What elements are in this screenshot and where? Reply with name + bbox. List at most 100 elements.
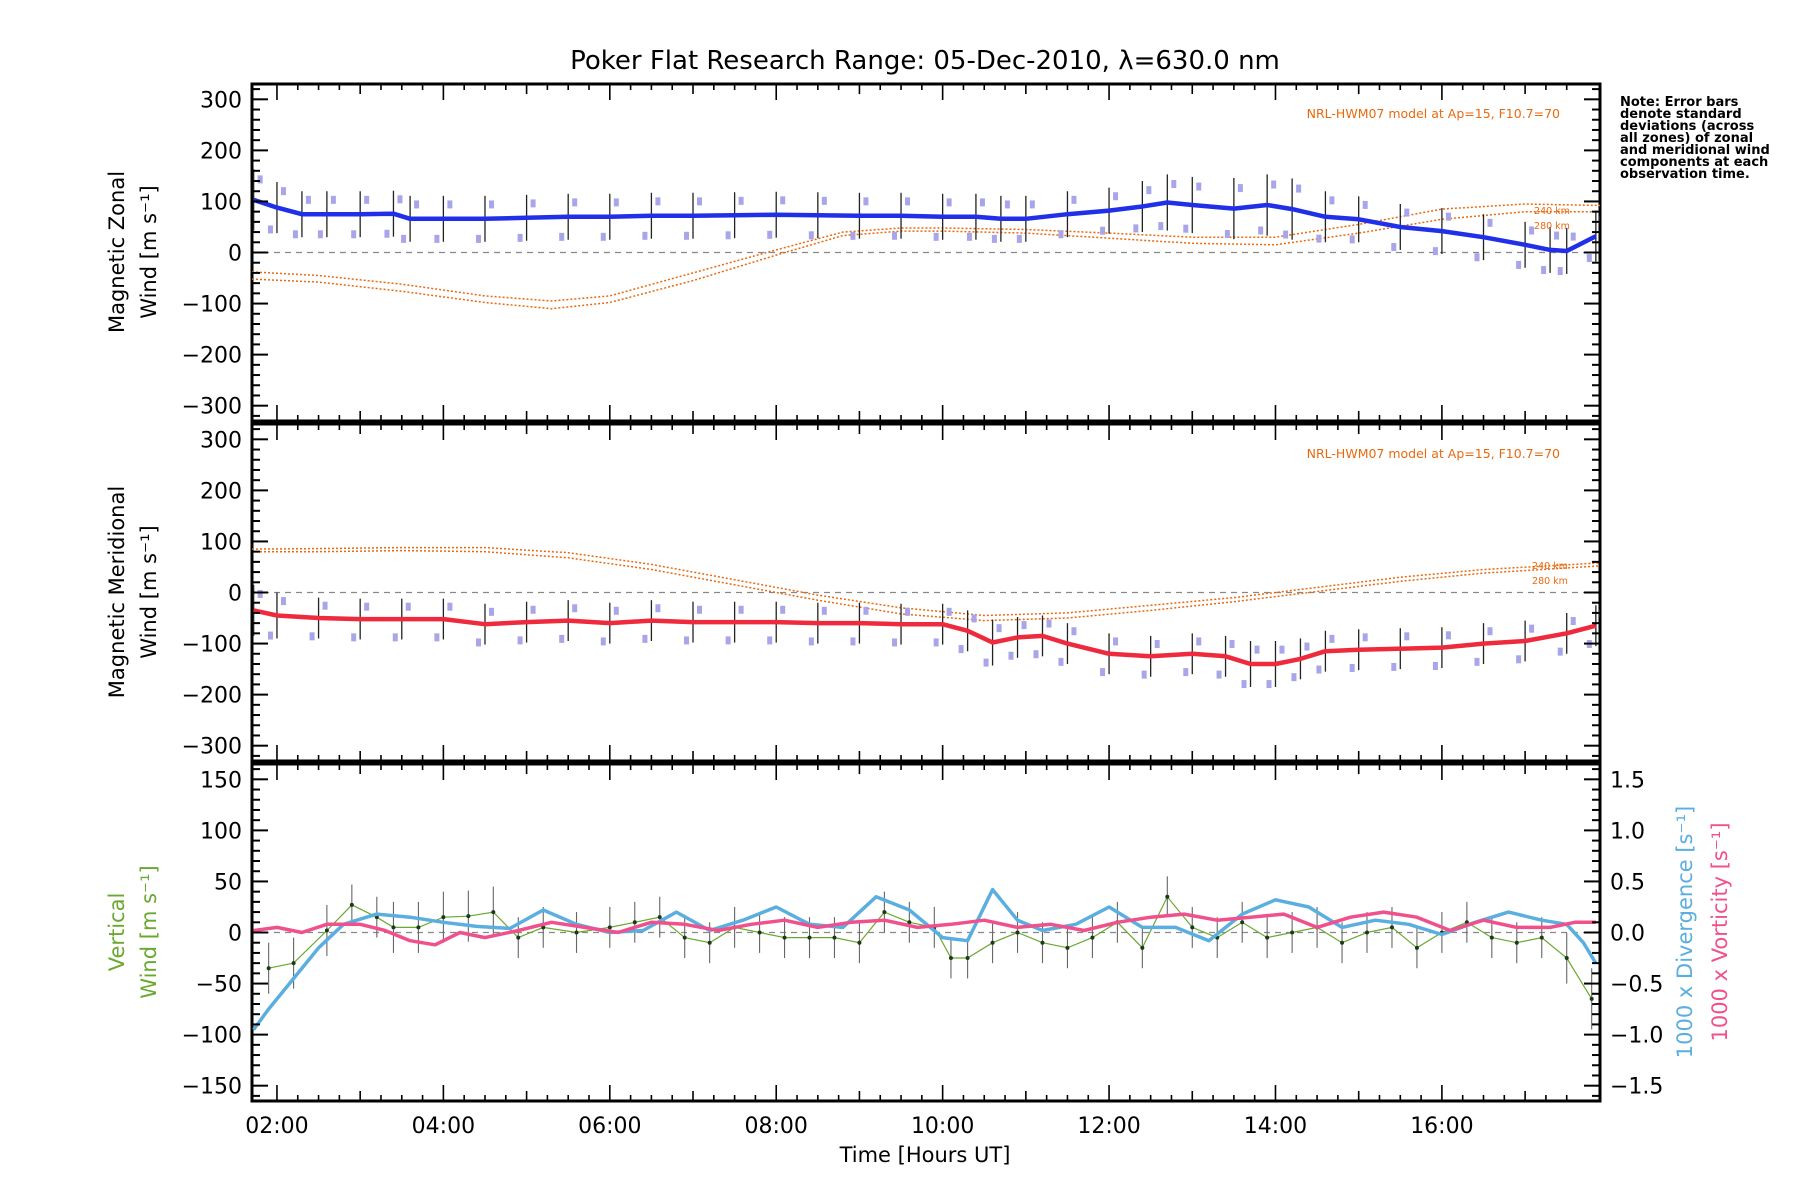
zonal-ytick-label: 0 bbox=[228, 242, 242, 267]
meridional-zone-point bbox=[738, 605, 744, 614]
vertical-wind-point bbox=[1365, 930, 1370, 935]
xtick-label: 16:00 bbox=[1410, 1114, 1473, 1139]
zonal-zone-point bbox=[447, 200, 453, 209]
zonal-zone-point bbox=[850, 231, 856, 240]
vertical-wind-point bbox=[441, 915, 446, 920]
vertical-wind-point bbox=[1290, 930, 1295, 935]
meridional-zone-point bbox=[1141, 670, 1147, 679]
meridional-zone-point bbox=[267, 631, 273, 640]
zonal-zone-point bbox=[1391, 243, 1397, 252]
zonal-zone-point bbox=[1529, 226, 1535, 235]
y2-tick-label: 1.0 bbox=[1610, 819, 1645, 844]
meridional-zone-point bbox=[530, 605, 536, 614]
meridional-zone-point bbox=[1154, 639, 1160, 648]
xtick-label: 06:00 bbox=[578, 1114, 641, 1139]
zonal-zone-point bbox=[1158, 222, 1164, 231]
zonal-zone-point bbox=[1432, 247, 1438, 256]
meridional-zone-point bbox=[905, 607, 911, 616]
meridional-zone-point bbox=[405, 602, 411, 611]
meridional-ytick-label: 0 bbox=[228, 582, 242, 607]
zonal-zone-point bbox=[1004, 200, 1010, 209]
x-axis-label: Time [Hours UT] bbox=[839, 1143, 1011, 1167]
meridional-zone-point bbox=[821, 606, 827, 615]
zonal-zone-point bbox=[1349, 235, 1355, 244]
meridional-zone-point bbox=[1216, 670, 1222, 679]
zonal-ylabel-line2: Wind [m s⁻¹] bbox=[137, 185, 161, 318]
zonal-ytick-label: −200 bbox=[182, 344, 242, 369]
meridional-zone-point bbox=[600, 637, 606, 646]
meridional-zone-point bbox=[1329, 634, 1335, 643]
zonal-zone-point bbox=[767, 230, 773, 239]
zonal-zone-point bbox=[1171, 179, 1177, 188]
meridional-zone-point bbox=[892, 638, 898, 647]
meridional-zone-point bbox=[434, 633, 440, 642]
chart-title: Poker Flat Research Range: 05-Dec-2010, … bbox=[570, 46, 1280, 76]
zonal-zone-point bbox=[1271, 180, 1277, 189]
zonal-zone-point bbox=[1445, 212, 1451, 221]
zonal-ytick-label: 100 bbox=[200, 190, 242, 215]
zonal-zone-point bbox=[1316, 234, 1322, 243]
vertical-ylabel-line2: Wind [m s⁻¹] bbox=[137, 865, 161, 998]
meridional-ytick-label: 300 bbox=[200, 428, 242, 453]
vertical-ytick-label: 100 bbox=[200, 819, 242, 844]
meridional-zone-point bbox=[946, 607, 952, 616]
meridional-data-group bbox=[252, 546, 1600, 689]
zonal-zone-point bbox=[1071, 195, 1077, 204]
vertical-wind-point bbox=[1539, 935, 1544, 940]
vertical-wind-point bbox=[857, 940, 862, 945]
zonal-ylabel-line1: Magnetic Zonal bbox=[105, 171, 129, 333]
vertical-wind-point bbox=[491, 910, 496, 915]
xtick-label: 04:00 bbox=[412, 1114, 475, 1139]
zonal-zone-point bbox=[1362, 200, 1368, 209]
meridional-zone-point bbox=[1254, 645, 1260, 654]
meridional-zone-point bbox=[1316, 665, 1322, 674]
meridional-zone-point bbox=[1391, 662, 1397, 671]
vertical-wind-point bbox=[707, 940, 712, 945]
y2-tick-label: −1.5 bbox=[1610, 1075, 1663, 1100]
zonal-zone-point bbox=[488, 200, 494, 209]
meridional-ytick-label: −300 bbox=[182, 735, 242, 760]
vertical-wind-point bbox=[757, 930, 762, 935]
zonal-zone-point bbox=[613, 198, 619, 207]
zonal-zone-point bbox=[1404, 208, 1410, 217]
zonal-zone-point bbox=[1113, 192, 1119, 201]
zonal-zone-point bbox=[780, 196, 786, 205]
vertical-wind-point bbox=[607, 925, 612, 930]
zonal-zone-point bbox=[434, 234, 440, 243]
zonal-zone-point bbox=[1146, 186, 1152, 195]
zonal-zone-point bbox=[1557, 267, 1563, 276]
zonal-zone-point bbox=[397, 195, 403, 204]
vertical-wind-point bbox=[1040, 940, 1045, 945]
zonal-zone-point bbox=[559, 232, 565, 241]
meridional-zone-point bbox=[1266, 680, 1272, 689]
zonal-zone-point bbox=[280, 187, 286, 196]
meridional-zone-point bbox=[1196, 637, 1202, 646]
zonal-zone-point bbox=[892, 231, 898, 240]
vertical-ytick-label: 50 bbox=[214, 870, 242, 895]
vertical-wind-point bbox=[1389, 925, 1394, 930]
vertical-wind-point bbox=[1090, 935, 1095, 940]
vertical-wind-point bbox=[657, 915, 662, 920]
meridional-zone-point bbox=[1404, 632, 1410, 641]
zonal-zone-point bbox=[697, 197, 703, 206]
meridional-zone-point bbox=[1021, 621, 1027, 630]
zonal-zone-point bbox=[946, 198, 952, 207]
zonal-zone-point bbox=[384, 229, 390, 238]
meridional-zone-point bbox=[1033, 650, 1039, 659]
vertical-wind-line bbox=[268, 895, 1593, 1000]
vertical-wind-point bbox=[1065, 945, 1070, 950]
zonal-ytick-label: −300 bbox=[182, 395, 242, 420]
zonal-zone-point bbox=[725, 231, 731, 240]
zonal-zone-point bbox=[517, 233, 523, 242]
zonal-zone-point bbox=[1183, 224, 1189, 233]
meridional-zone-point bbox=[1113, 637, 1119, 646]
vertical-ytick-label: −150 bbox=[182, 1075, 242, 1100]
zonal-data-group bbox=[252, 169, 1600, 310]
zonal-zone-point bbox=[979, 198, 985, 207]
vertical-wind-point bbox=[291, 961, 296, 966]
meridional-zone-point bbox=[613, 606, 619, 615]
vertical-wind-point bbox=[1165, 894, 1170, 899]
zonal-zone-point bbox=[257, 175, 263, 184]
xtick-label: 14:00 bbox=[1244, 1114, 1307, 1139]
